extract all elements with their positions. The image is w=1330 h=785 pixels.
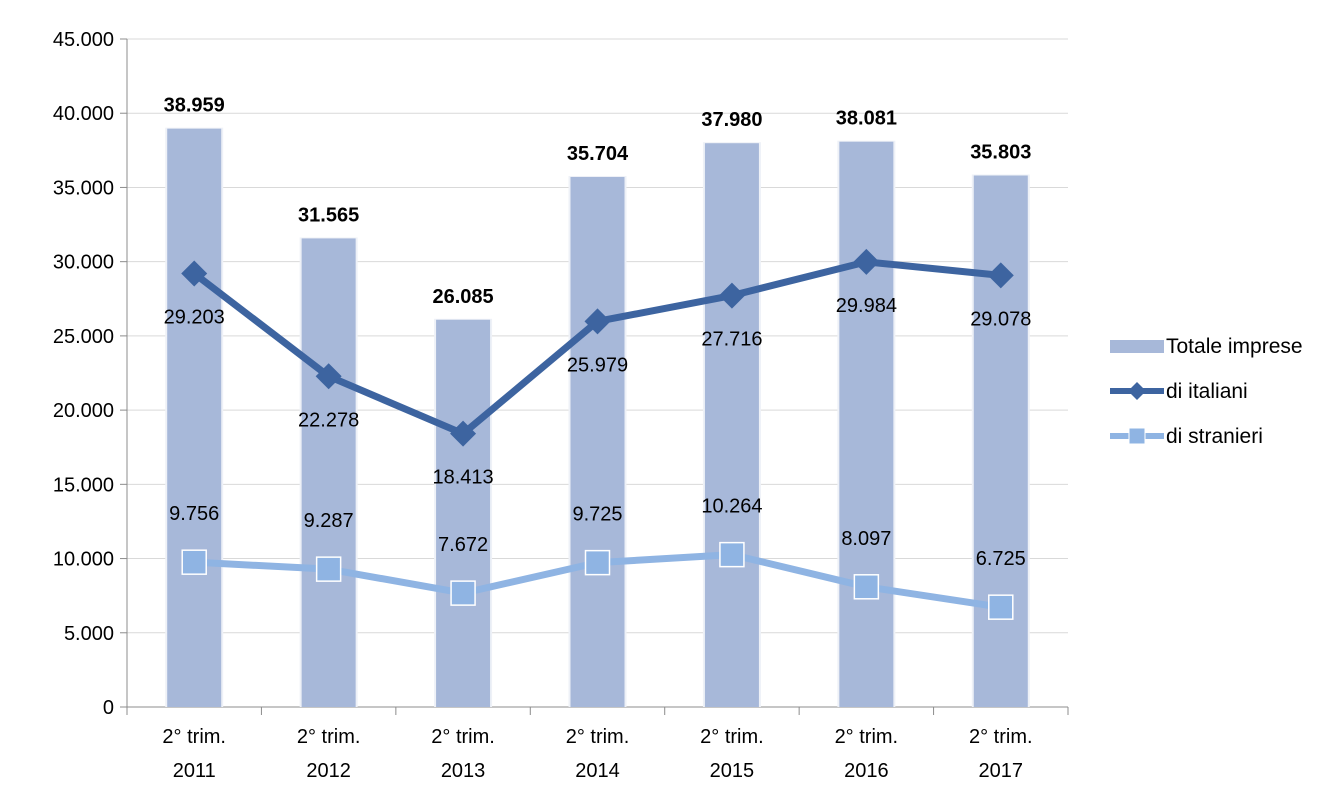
point-di-stranieri xyxy=(988,594,1014,620)
legend-swatch-square-line xyxy=(1110,427,1164,445)
x-tick-label: 2017 xyxy=(979,760,1024,782)
bar xyxy=(436,319,491,707)
data-label-di-italiani: 29.203 xyxy=(164,306,225,328)
x-tick-label: 2013 xyxy=(441,760,486,782)
point-di-italiani xyxy=(853,248,880,275)
legend-label-totale-imprese: Totale imprese xyxy=(1166,335,1303,358)
x-tick-label: 2016 xyxy=(844,760,889,782)
legend: Totale imprese di italiani di stranieri xyxy=(1104,335,1324,470)
bar-data-label: 37.980 xyxy=(701,109,762,131)
x-tick-label: 2011 xyxy=(173,760,216,782)
y-tick-label: 30.000 xyxy=(53,252,114,274)
y-tick-label: 20.000 xyxy=(53,400,114,422)
x-tick-label: 2° trim. xyxy=(700,726,764,748)
y-tick-label: 15.000 xyxy=(53,474,114,496)
point-di-italiani xyxy=(584,308,611,335)
bar-data-label: 26.085 xyxy=(432,286,493,308)
bar-data-label: 38.081 xyxy=(836,108,897,130)
point-di-stranieri xyxy=(450,580,476,606)
point-di-stranieri xyxy=(853,574,880,600)
data-label-di-stranieri: 9.287 xyxy=(304,510,354,532)
point-di-italiani xyxy=(181,260,208,287)
x-tick-label: 2° trim. xyxy=(297,726,361,748)
point-di-italiani xyxy=(987,262,1014,289)
y-tick-label: 0 xyxy=(103,697,114,719)
bar xyxy=(301,238,356,707)
point-di-stranieri xyxy=(584,549,611,576)
bar xyxy=(167,128,222,707)
legend-item-totale-imprese[interactable]: Totale imprese xyxy=(1104,335,1324,359)
x-tick-label: 2° trim. xyxy=(835,726,899,748)
data-label-di-italiani: 29.984 xyxy=(836,295,897,317)
point-di-stranieri xyxy=(719,541,745,568)
data-label-di-stranieri: 8.097 xyxy=(841,528,891,550)
bar xyxy=(570,176,625,707)
y-tick-label: 5.000 xyxy=(64,623,114,645)
x-tick-label: 2° trim. xyxy=(969,726,1033,748)
y-tick-label: 10.000 xyxy=(53,549,114,571)
data-label-di-italiani: 22.278 xyxy=(298,409,359,431)
y-tick-label: 35.000 xyxy=(53,177,114,199)
legend-label-di-italiani: di italiani xyxy=(1166,380,1248,403)
data-label-di-italiani: 27.716 xyxy=(701,329,762,351)
legend-swatch-diamond-line xyxy=(1110,382,1164,400)
bar xyxy=(704,143,759,707)
data-label-di-stranieri: 9.725 xyxy=(572,504,622,526)
x-tick-label: 2014 xyxy=(575,760,620,782)
legend-label-di-stranieri: di stranieri xyxy=(1166,425,1263,448)
legend-item-di-italiani[interactable]: di italiani xyxy=(1104,380,1324,404)
point-di-stranieri xyxy=(181,549,207,575)
x-tick-label: 2012 xyxy=(306,760,351,782)
bar-data-label: 38.959 xyxy=(164,95,225,117)
bar-data-label: 35.803 xyxy=(970,142,1031,164)
point-di-italiani xyxy=(450,420,477,447)
data-label-di-italiani: 29.078 xyxy=(970,308,1031,330)
data-label-di-stranieri: 6.725 xyxy=(976,548,1026,570)
point-di-italiani xyxy=(315,363,342,390)
bar xyxy=(839,141,894,707)
data-label-di-stranieri: 7.672 xyxy=(438,534,488,556)
data-label-di-italiani: 25.979 xyxy=(567,354,628,376)
x-tick-label: 2° trim. xyxy=(566,726,630,748)
bar xyxy=(973,175,1028,707)
data-label-di-stranieri: 10.264 xyxy=(701,496,762,518)
x-tick-label: 2015 xyxy=(710,760,755,782)
data-label-di-italiani: 18.413 xyxy=(432,467,493,489)
bar-data-label: 35.704 xyxy=(567,143,629,165)
legend-swatch-bar xyxy=(1110,340,1164,353)
x-tick-label: 2° trim. xyxy=(431,726,495,748)
data-label-di-stranieri: 9.756 xyxy=(169,503,219,525)
point-di-stranieri xyxy=(315,556,342,582)
bar-data-label: 31.565 xyxy=(298,204,359,226)
y-tick-label: 25.000 xyxy=(53,326,114,348)
legend-item-di-stranieri[interactable]: di stranieri xyxy=(1104,425,1324,449)
x-tick-label: 2° trim. xyxy=(162,726,226,748)
y-tick-label: 45.000 xyxy=(53,29,114,51)
point-di-italiani xyxy=(718,282,745,309)
y-tick-label: 40.000 xyxy=(53,103,114,125)
